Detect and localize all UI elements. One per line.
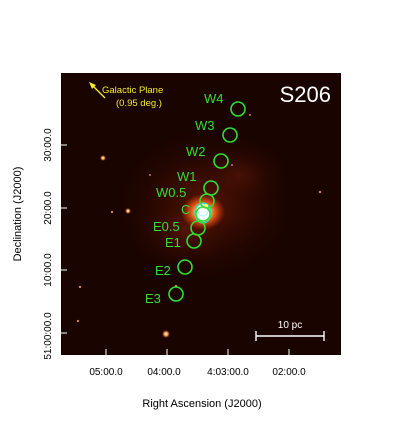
region-circle-e3 <box>168 286 184 302</box>
y-axis-tick-labels: 30:00.0 20:00.0 10:00.0 51:00:00.0 <box>43 128 54 360</box>
y-tick-label: 30:00.0 <box>43 128 54 162</box>
region-circle-e1 <box>186 233 202 249</box>
region-label-w0-5: W0.5 <box>156 185 186 200</box>
star <box>78 285 82 289</box>
x-axis-title: Right Ascension (J2000) <box>142 398 261 410</box>
region-circle-w2 <box>213 153 229 169</box>
region-circle-w4 <box>230 101 246 117</box>
region-label-c: C <box>181 202 190 217</box>
arrow-head-icon <box>89 82 96 89</box>
scale-bar-label: 10 pc <box>278 320 302 331</box>
region-circle-w3 <box>222 127 238 143</box>
x-tick-label: 02:00.0 <box>272 367 306 378</box>
star <box>162 330 170 338</box>
region-markers: W4 W3 W2 W1 W0.5 C E0.5 E1 E2 E3 <box>145 91 246 306</box>
galactic-plane-arrow <box>91 84 106 99</box>
region-label-w2: W2 <box>186 144 206 159</box>
scale-bar: 10 pc <box>255 320 325 341</box>
x-axis-tick-labels: 05:00.0 04:00.0 4:03:00.0 02:00.0 <box>89 367 306 378</box>
x-tick-label: 4:03:00.0 <box>207 367 249 378</box>
star <box>148 173 152 177</box>
region-label-e1: E1 <box>165 235 181 250</box>
sky-image-panel: S206 Galactic Plane (0.95 deg.) W4 W3 W2… <box>61 73 341 355</box>
region-label-e2: E2 <box>155 263 171 278</box>
galactic-plane-label: Galactic Plane <box>102 85 163 96</box>
star <box>248 113 252 117</box>
region-circle-e2 <box>177 259 193 275</box>
y-axis-title: Declination (J2000) <box>12 167 24 262</box>
star <box>76 319 80 323</box>
axis-ticks <box>61 144 290 355</box>
region-label-w3: W3 <box>195 118 215 133</box>
region-circle-c <box>195 206 211 222</box>
field-label: S206 <box>280 82 331 107</box>
star <box>100 155 106 161</box>
region-label-e0-5: E0.5 <box>153 219 180 234</box>
galactic-plane-angle: (0.95 deg.) <box>116 98 162 109</box>
y-tick-label: 10:00.0 <box>43 253 54 287</box>
region-label-e3: E3 <box>145 291 161 306</box>
star <box>110 210 114 214</box>
star <box>230 163 234 167</box>
region-label-w1: W1 <box>177 169 197 184</box>
region-label-w4: W4 <box>204 91 224 106</box>
galactic-plane-annotation: Galactic Plane (0.95 deg.) <box>89 82 163 109</box>
y-tick-label: 20:00.0 <box>43 191 54 225</box>
x-tick-label: 05:00.0 <box>89 367 123 378</box>
field-stars <box>76 113 322 338</box>
star <box>125 208 131 214</box>
star <box>318 190 322 194</box>
y-tick-label: 51:00:00.0 <box>43 312 54 360</box>
x-tick-label: 04:00.0 <box>147 367 181 378</box>
